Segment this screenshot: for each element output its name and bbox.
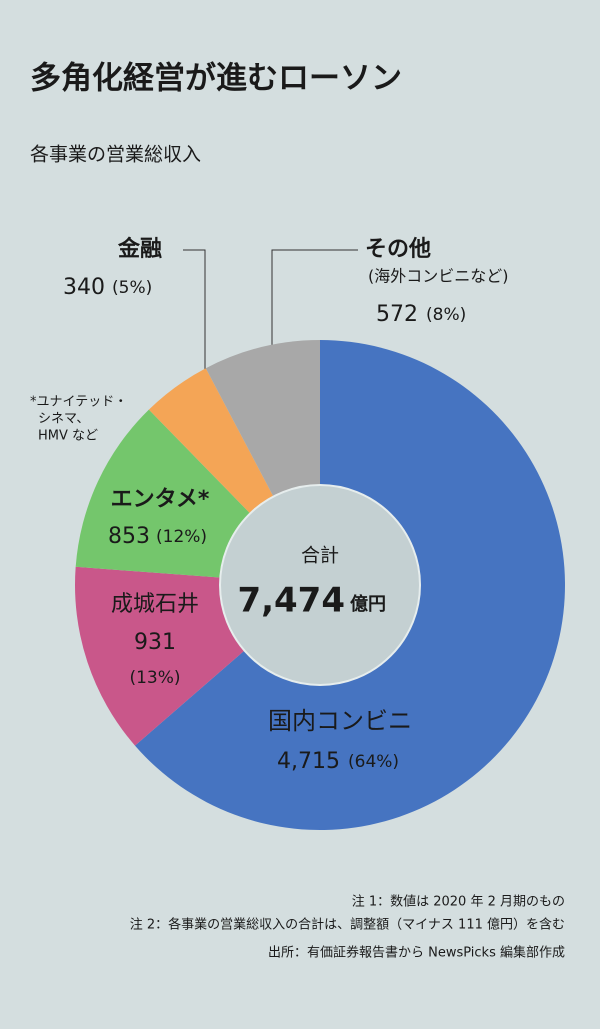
category-label: エンタメ* xyxy=(111,487,210,512)
category-note: (海外コンビニなど) xyxy=(368,267,509,286)
percent-label: (13%) xyxy=(129,668,180,688)
note: 注 1：数値は 2020 年 2 月期のもの xyxy=(352,894,565,910)
percent-label: (64%) xyxy=(348,752,399,772)
footnote: シネマ、 xyxy=(38,412,89,427)
category-label: 国内コンビニ xyxy=(268,707,412,735)
value-label: 340 xyxy=(63,275,105,300)
leader-line xyxy=(271,249,358,372)
value-label: 572 xyxy=(376,302,418,327)
total-value: 7,474 xyxy=(237,581,345,621)
leader-line xyxy=(183,249,206,400)
category-label: 成城石井 xyxy=(111,592,199,617)
chart-subtitle: 各事業の営業総収入 xyxy=(30,144,201,166)
total-title: 合計 xyxy=(301,545,339,567)
total-unit: 億円 xyxy=(350,593,386,615)
category-label: 金融 xyxy=(117,236,162,262)
note: 注 2：各事業の営業総収入の合計は、調整額（マイナス 111 億円）を含む xyxy=(130,917,565,933)
percent-label: (12%) xyxy=(156,527,207,547)
source: 出所：有価証券報告書から NewsPicks 編集部作成 xyxy=(268,945,565,961)
donut xyxy=(74,340,566,830)
footnote: *ユナイテッド・ xyxy=(30,395,127,410)
value-label: 4,715 xyxy=(277,749,340,774)
category-label: その他 xyxy=(365,237,431,262)
value-label: 853 xyxy=(108,524,150,549)
footnote: HMV など xyxy=(38,429,98,444)
percent-label: (5%) xyxy=(112,278,152,298)
value-label: 931 xyxy=(134,630,176,655)
percent-label: (8%) xyxy=(426,305,466,325)
chart-title: 多角化経営が進むローソン xyxy=(30,61,402,97)
donut-hole xyxy=(219,484,421,686)
